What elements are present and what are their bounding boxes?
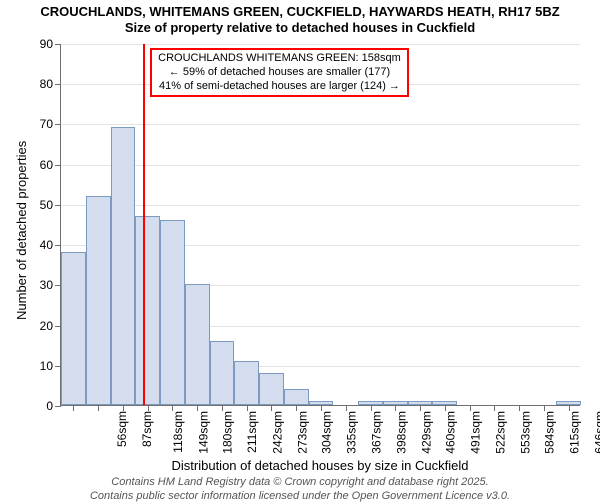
title-line-2: Size of property relative to detached ho… xyxy=(0,20,600,36)
bar xyxy=(135,216,160,405)
annotation-line-2: ← 59% of detached houses are smaller (17… xyxy=(158,66,401,80)
annotation-box: CROUCHLANDS WHITEMANS GREEN: 158sqm ← 59… xyxy=(150,48,409,97)
annotation-line-3: 41% of semi-detached houses are larger (… xyxy=(158,80,401,94)
y-tick-label: 30 xyxy=(40,278,61,292)
x-tick-label: 646sqm xyxy=(593,411,600,454)
bar xyxy=(185,284,210,405)
x-tick-label: 522sqm xyxy=(494,411,508,454)
bar xyxy=(234,361,259,405)
x-tick-label: 615sqm xyxy=(568,411,582,454)
title-line-1: CROUCHLANDS, WHITEMANS GREEN, CUCKFIELD,… xyxy=(0,4,600,20)
reference-line xyxy=(143,44,145,405)
x-tick-label: 273sqm xyxy=(295,411,309,454)
x-tick-label: 335sqm xyxy=(345,411,359,454)
annotation-line-1: CROUCHLANDS WHITEMANS GREEN: 158sqm xyxy=(158,52,401,66)
bar xyxy=(86,196,111,405)
bar xyxy=(259,373,284,405)
x-tick-label: 56sqm xyxy=(115,411,129,447)
x-tick-label: 553sqm xyxy=(518,411,532,454)
y-tick-label: 0 xyxy=(46,399,61,413)
y-tick-label: 60 xyxy=(40,158,61,172)
x-tick-label: 460sqm xyxy=(444,411,458,454)
x-tick-label: 491sqm xyxy=(469,411,483,454)
bar xyxy=(160,220,185,405)
y-tick-label: 10 xyxy=(40,359,61,373)
x-tick-label: 304sqm xyxy=(320,411,334,454)
y-tick-label: 50 xyxy=(40,198,61,212)
y-axis-label: Number of detached properties xyxy=(14,141,29,320)
chart-title: CROUCHLANDS, WHITEMANS GREEN, CUCKFIELD,… xyxy=(0,0,600,37)
x-tick-label: 118sqm xyxy=(171,411,185,453)
y-tick-label: 80 xyxy=(40,77,61,91)
x-tick-label: 211sqm xyxy=(245,411,259,453)
x-axis-label: Distribution of detached houses by size … xyxy=(60,458,580,473)
bar xyxy=(61,252,86,405)
y-tick-label: 40 xyxy=(40,238,61,252)
y-tick-label: 20 xyxy=(40,319,61,333)
x-tick-label: 242sqm xyxy=(271,411,285,454)
bar xyxy=(111,127,136,405)
credit-line-2: Contains public sector information licen… xyxy=(0,490,600,504)
x-tick-label: 180sqm xyxy=(221,411,235,454)
x-tick-label: 367sqm xyxy=(370,411,384,454)
x-tick-label: 149sqm xyxy=(196,411,210,454)
x-tick-label: 87sqm xyxy=(140,411,154,447)
credit-line-1: Contains HM Land Registry data © Crown c… xyxy=(0,476,600,490)
bar xyxy=(284,389,309,405)
x-tick-label: 584sqm xyxy=(543,411,557,454)
chart-plot-area: CROUCHLANDS WHITEMANS GREEN: 158sqm ← 59… xyxy=(60,44,580,406)
x-tick-label: 398sqm xyxy=(394,411,408,454)
y-tick-label: 90 xyxy=(40,37,61,51)
x-tick-label: 429sqm xyxy=(419,411,433,454)
bar xyxy=(210,341,235,405)
bars-layer xyxy=(61,44,580,405)
credits: Contains HM Land Registry data © Crown c… xyxy=(0,476,600,504)
y-tick-label: 70 xyxy=(40,117,61,131)
